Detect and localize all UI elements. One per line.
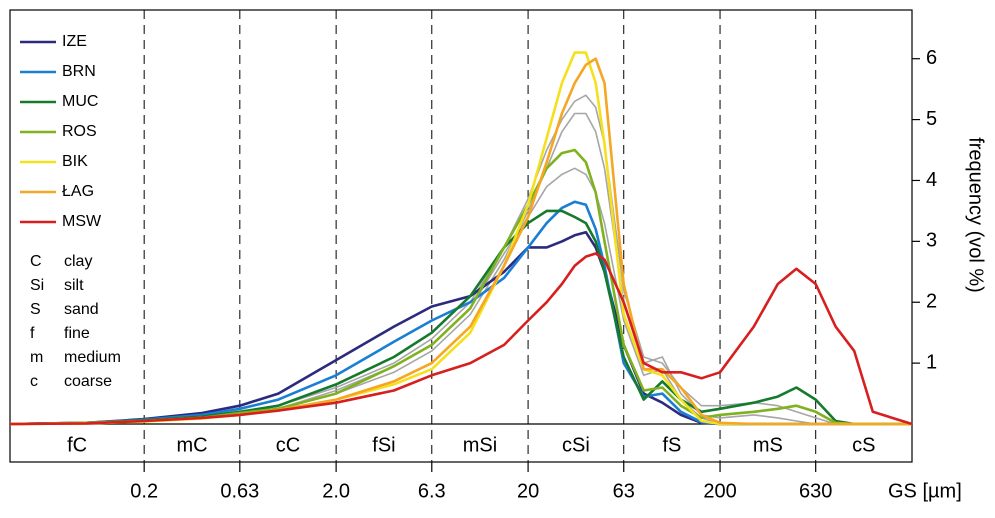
x-tick-label: 200 <box>703 480 736 502</box>
series-line <box>9 57 912 426</box>
abbreviation-meaning: medium <box>64 349 121 366</box>
series-line <box>9 148 912 426</box>
x-tick-label: 0.2 <box>130 480 158 502</box>
y-tick-label: 2 <box>926 291 937 313</box>
legend-label: BRN <box>62 63 96 80</box>
x-tick-label: 6.3 <box>418 480 446 502</box>
series-line <box>9 51 912 426</box>
series-line <box>9 252 913 426</box>
y-tick-label: 1 <box>926 351 937 373</box>
abbreviation-meaning: fine <box>64 325 90 342</box>
class-label: fSi <box>372 434 395 456</box>
class-label: cC <box>276 434 300 456</box>
abbreviation: S <box>30 301 41 318</box>
series-line <box>9 230 912 426</box>
abbreviation: f <box>30 325 35 342</box>
abbreviation: m <box>30 349 43 366</box>
legend-label: MUC <box>62 93 98 110</box>
y-tick-label: 4 <box>926 169 937 191</box>
legend-label: ŁAG <box>62 183 94 200</box>
series-line <box>9 209 912 426</box>
legend-label: MSW <box>62 213 102 230</box>
legend-label: IZE <box>62 33 87 50</box>
abbreviation-meaning: silt <box>64 277 84 294</box>
x-axis-label: GS [µm] <box>888 480 962 502</box>
class-label: mC <box>176 434 207 456</box>
y-axis-label: frequency (vol %) <box>965 137 987 293</box>
legend-label: BIK <box>62 153 88 170</box>
abbreviation-meaning: sand <box>64 301 99 318</box>
abbreviation-meaning: clay <box>64 253 92 270</box>
y-tick-label: 5 <box>926 108 937 130</box>
class-label: fC <box>67 434 87 456</box>
series-line <box>9 167 912 425</box>
abbreviation: Si <box>30 277 44 294</box>
abbreviation: C <box>30 253 42 270</box>
series-line <box>9 94 912 425</box>
class-label: cSi <box>562 434 590 456</box>
legend-label: ROS <box>62 123 97 140</box>
series-line <box>9 112 912 425</box>
abbreviation: c <box>30 373 38 390</box>
series-line <box>9 200 912 426</box>
x-tick-label: 630 <box>799 480 832 502</box>
y-tick-label: 6 <box>926 47 937 69</box>
x-tick-label: 0.63 <box>220 480 259 502</box>
class-label: cS <box>852 434 875 456</box>
class-label: fS <box>662 434 681 456</box>
class-label: mS <box>753 434 783 456</box>
abbreviation-meaning: coarse <box>64 373 112 390</box>
plot-frame <box>9 9 913 463</box>
x-tick-label: 20 <box>517 480 539 502</box>
y-tick-label: 3 <box>926 230 937 252</box>
class-label: mSi <box>463 434 497 456</box>
x-tick-label: 2.0 <box>322 480 350 502</box>
x-tick-label: 63 <box>613 480 635 502</box>
